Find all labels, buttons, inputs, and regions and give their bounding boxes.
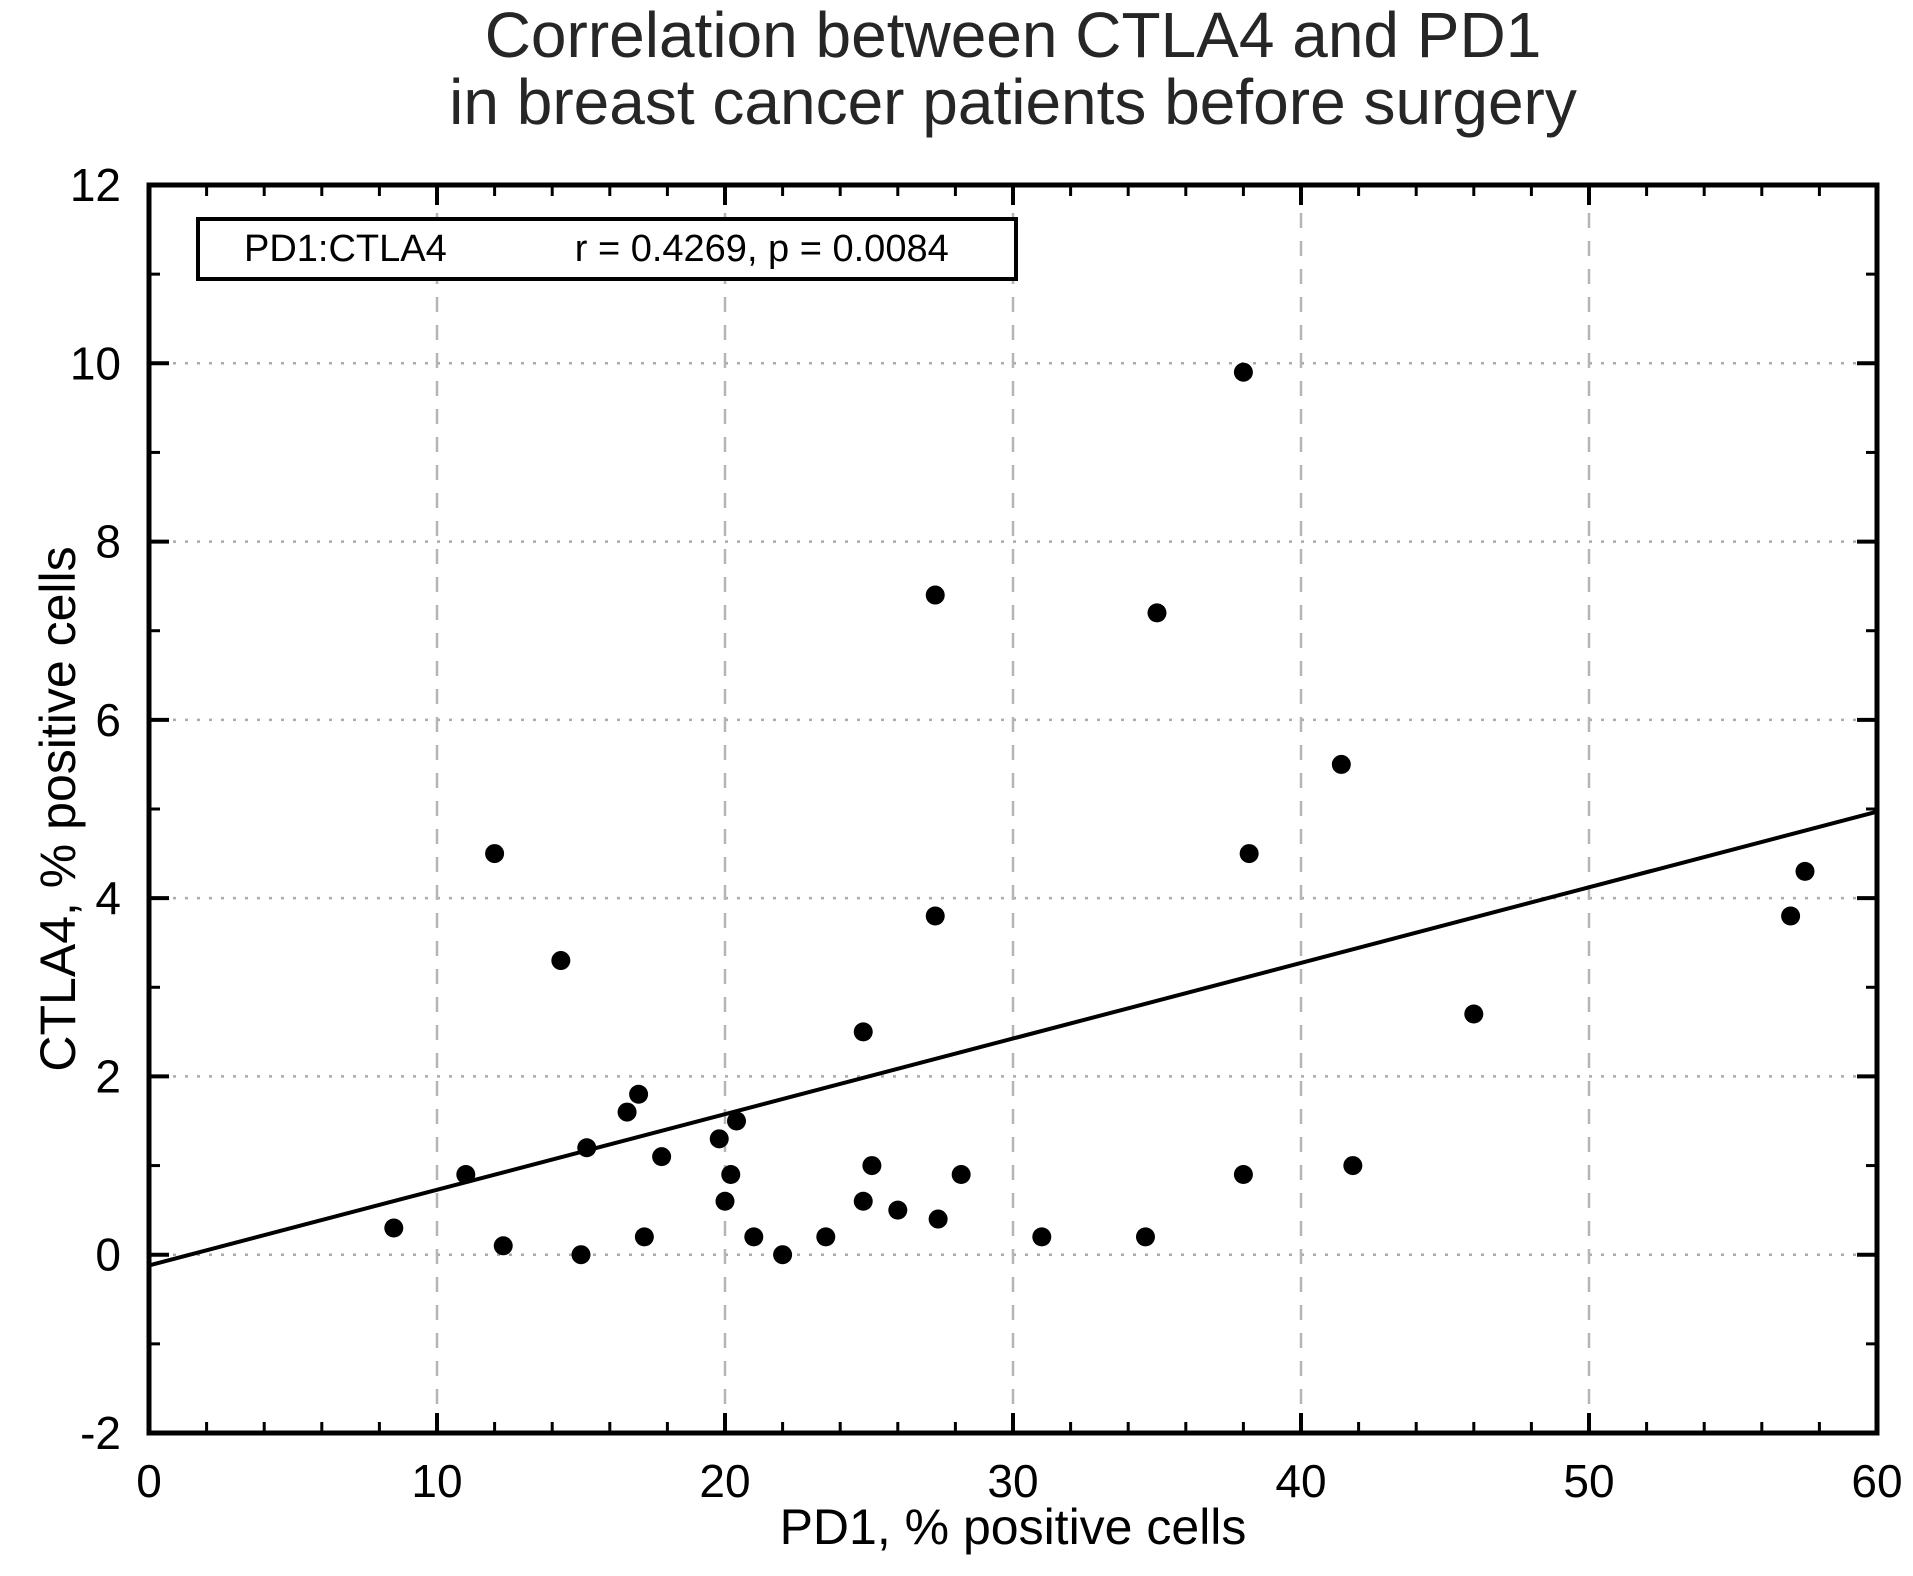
data-point [721,1164,741,1184]
data-point [773,1245,793,1265]
data-point [951,1164,971,1184]
data-point [1233,1164,1253,1184]
data-point [709,1129,729,1149]
chart-title: Correlation between CTLA4 and PD1 in bre… [149,2,1877,136]
y-tick-label: 12 [70,159,121,211]
data-point [652,1147,672,1167]
x-tick-label: 40 [1275,1455,1326,1507]
data-point [629,1084,649,1104]
data-point [384,1218,404,1238]
data-point [925,585,945,605]
data-point [634,1227,654,1247]
data-point [744,1227,764,1247]
y-tick-label: 6 [95,694,121,746]
data-point [715,1191,735,1211]
data-point [456,1164,476,1184]
data-point [493,1236,513,1256]
data-point [1781,906,1801,926]
legend-stats-label: r = 0.4269, p = 0.0084 [574,227,949,270]
x-tick-label: 50 [1563,1455,1614,1507]
data-point [617,1102,637,1122]
legend-box: PD1:CTLA4 r = 0.4269, p = 0.0084 [196,217,1018,281]
data-point [928,1209,948,1229]
data-point [888,1200,908,1220]
data-point [1795,861,1815,881]
data-point [1464,1004,1484,1024]
y-tick-label: 10 [70,337,121,389]
data-point [727,1111,747,1131]
chart-title-line1: Correlation between CTLA4 and PD1 [484,0,1542,71]
data-point [816,1227,836,1247]
data-point [1239,844,1259,864]
x-tick-label: 20 [699,1455,750,1507]
regression-line [148,809,1878,1268]
chart-title-line2: in breast cancer patients before surgery [449,66,1577,138]
data-point [1233,362,1253,382]
data-point [925,906,945,926]
x-tick-label: 0 [136,1455,162,1507]
data-point [551,951,571,971]
x-axis-title: PD1, % positive cells [779,1499,1247,1555]
y-tick-label: -2 [80,1407,121,1459]
legend-series-label: PD1:CTLA4 [244,227,447,270]
y-axis-title: CTLA4, % positive cells [30,546,86,1072]
data-point [1135,1227,1155,1247]
data-point [577,1138,597,1158]
data-point [853,1191,873,1211]
y-tick-label: 4 [95,872,121,924]
data-point [571,1245,591,1265]
x-tick-label: 30 [987,1455,1038,1507]
x-tick-label: 10 [411,1455,462,1507]
y-tick-label: 2 [95,1050,121,1102]
data-point [1331,754,1351,774]
data-point [1147,603,1167,623]
data-point [1343,1156,1363,1176]
data-point [853,1022,873,1042]
data-point [862,1156,882,1176]
y-tick-label: 0 [95,1229,121,1281]
x-tick-label: 60 [1851,1455,1902,1507]
y-tick-label: 8 [95,516,121,568]
data-point [485,844,505,864]
data-point [1032,1227,1052,1247]
